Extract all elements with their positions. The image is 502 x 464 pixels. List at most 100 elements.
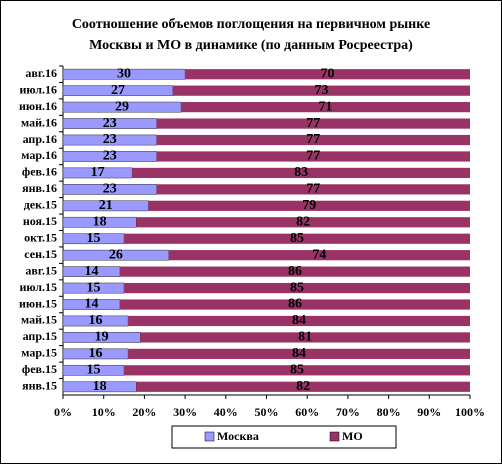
- data-label: 16: [89, 346, 103, 361]
- y-tick-label: окт.15: [24, 230, 57, 244]
- data-label: 30: [117, 66, 131, 81]
- x-tick-label: 10%: [92, 405, 116, 419]
- y-tick-label: авг.16: [25, 66, 57, 80]
- bar-segment: [148, 200, 470, 211]
- bar-segment: [124, 365, 471, 376]
- legend-swatch: [329, 431, 340, 442]
- bar-segment: [156, 134, 471, 146]
- data-label: 23: [103, 182, 117, 197]
- legend-label: Москва: [217, 429, 259, 443]
- bar-segment: [128, 315, 470, 327]
- x-tick-label: 0%: [54, 405, 72, 419]
- y-tick-label: фев.15: [22, 362, 57, 376]
- data-label: 21: [99, 198, 113, 213]
- y-tick-label: май.16: [21, 115, 57, 129]
- bar-segment: [132, 167, 470, 179]
- bar-segment: [172, 85, 470, 96]
- data-label: 82: [296, 214, 310, 229]
- x-tick-label: 30%: [173, 405, 197, 419]
- data-label: 18: [93, 214, 107, 229]
- legend-label: МО: [342, 429, 363, 443]
- data-label: 70: [321, 66, 335, 81]
- bar-segment: [181, 102, 470, 113]
- bar-segment: [156, 184, 471, 195]
- bar-segment: [124, 282, 471, 294]
- x-tick-label: 50%: [255, 405, 279, 419]
- data-label: 14: [84, 264, 98, 279]
- data-label: 77: [306, 116, 320, 131]
- y-tick-label: июл.15: [19, 280, 57, 294]
- y-tick-label: июн.15: [19, 296, 57, 310]
- y-tick-label: фев.16: [22, 165, 57, 179]
- data-label: 23: [103, 116, 117, 131]
- data-label: 14: [84, 297, 98, 312]
- legend-swatch: [204, 431, 215, 442]
- y-tick-label: апр.16: [23, 132, 57, 146]
- bar-segment: [119, 266, 470, 277]
- y-tick-label: янв.16: [22, 181, 57, 195]
- y-tick-label: янв.15: [22, 379, 57, 393]
- data-label: 19: [95, 330, 109, 345]
- data-label: 85: [290, 280, 304, 295]
- data-label: 26: [109, 247, 123, 262]
- data-label: 73: [314, 83, 328, 98]
- data-label: 23: [103, 149, 117, 164]
- data-label: 85: [290, 363, 304, 378]
- y-tick-label: мар.16: [21, 148, 57, 162]
- data-label: 77: [306, 182, 320, 197]
- y-tick-label: май.15: [21, 313, 57, 327]
- x-tick-label: 80%: [377, 405, 401, 419]
- bar-segment: [62, 266, 121, 277]
- bar-segment: [128, 348, 470, 359]
- data-label: 74: [312, 247, 326, 262]
- bar-segment: [124, 233, 471, 244]
- y-tick-label: мар.15: [21, 346, 57, 360]
- data-label: 71: [319, 99, 333, 114]
- y-tick-label: авг.15: [25, 263, 57, 277]
- data-label: 15: [87, 280, 101, 295]
- data-label: 27: [111, 83, 125, 98]
- bar-segment: [156, 151, 471, 162]
- bar-segment: [156, 118, 471, 129]
- bar-segment: [62, 299, 121, 310]
- x-tick-label: 40%: [214, 405, 238, 419]
- bar-segment: [140, 332, 470, 343]
- data-label: 86: [288, 264, 302, 279]
- data-label: 15: [87, 363, 101, 378]
- chart-title: Соотношение объемов поглощения на первич…: [72, 17, 430, 32]
- data-label: 85: [290, 231, 304, 246]
- data-label: 18: [93, 379, 107, 394]
- x-tick-label: 100%: [455, 405, 485, 419]
- legend-box: [171, 425, 397, 449]
- x-tick-label: 90%: [417, 405, 441, 419]
- chart-title: Москвы и МО в динамике (по данным Росрее…: [89, 38, 413, 53]
- x-tick-label: 60%: [295, 405, 319, 419]
- data-label: 17: [91, 165, 105, 180]
- bar-segment: [119, 299, 470, 310]
- data-label: 15: [87, 231, 101, 246]
- y-tick-label: дек.15: [24, 198, 57, 212]
- data-label: 79: [302, 198, 316, 213]
- data-label: 86: [288, 297, 302, 312]
- bar-segment: [136, 381, 470, 392]
- y-tick-label: июл.16: [19, 82, 57, 96]
- data-label: 83: [294, 165, 308, 180]
- bar-segment: [185, 69, 470, 80]
- bar-segment: [136, 217, 470, 228]
- x-tick-label: 20%: [132, 405, 156, 419]
- data-label: 16: [89, 313, 103, 328]
- y-tick-label: ноя.15: [23, 214, 57, 228]
- data-label: 82: [296, 379, 310, 394]
- y-tick-label: сен.15: [24, 247, 57, 261]
- data-label: 23: [103, 132, 117, 147]
- data-label: 84: [292, 313, 306, 328]
- x-tick-label: 70%: [336, 405, 360, 419]
- y-tick-label: апр.15: [23, 329, 57, 343]
- data-label: 77: [306, 149, 320, 164]
- bar-segment: [168, 250, 470, 261]
- data-label: 29: [115, 99, 129, 114]
- data-label: 77: [306, 132, 320, 147]
- data-label: 81: [298, 330, 312, 345]
- y-tick-label: июн.16: [19, 99, 57, 113]
